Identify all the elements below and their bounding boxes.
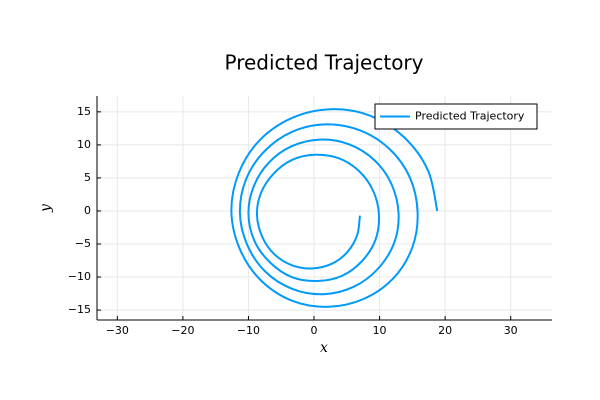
x-tick-label: 30 — [504, 324, 518, 337]
x-tick-label: 10 — [373, 324, 387, 337]
y-tick-label: −15 — [68, 303, 91, 316]
y-tick-label: 15 — [77, 105, 91, 118]
legend: Predicted Trajectory — [374, 103, 538, 130]
x-tick-label: −20 — [171, 324, 194, 337]
x-axis-label: x — [320, 340, 328, 356]
x-tick-label: 0 — [311, 324, 318, 337]
y-axis-label: y — [38, 203, 54, 213]
y-tick-label: 0 — [84, 204, 91, 217]
y-tick-label: −5 — [75, 237, 91, 250]
chart-title: Predicted Trajectory — [225, 51, 424, 75]
y-tick-label: −10 — [68, 270, 91, 283]
legend-label: Predicted Trajectory — [415, 110, 525, 123]
x-tick-label: −30 — [106, 324, 129, 337]
x-tick-label: 20 — [438, 324, 452, 337]
y-tick-label: 5 — [84, 171, 91, 184]
y-tick-label: 10 — [77, 138, 91, 151]
trajectory-line — [230, 108, 439, 308]
x-tick-label: −10 — [237, 324, 260, 337]
